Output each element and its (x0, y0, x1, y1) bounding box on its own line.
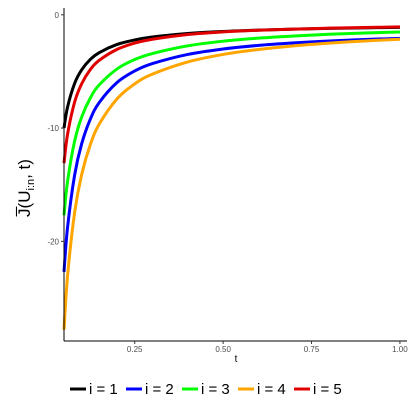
series-line-5 (62, 25, 400, 164)
y-axis-title-main: J̅(U (15, 191, 34, 217)
x-axis-title: t (235, 354, 238, 365)
y-tick-label: 0 (55, 11, 60, 20)
ticks-layer: 0.25 0.50 0.75 1.00 0 -10 -20 (47, 11, 408, 354)
y-axis-title: J̅(Ui:n, t) (15, 159, 37, 217)
x-tick-label: 0.25 (127, 345, 143, 354)
legend-label-5: i = 5 (313, 381, 342, 398)
legend-label-2: i = 2 (145, 381, 174, 398)
legend: i = 1 i = 2 i = 3 i = 4 i = 5 (70, 381, 342, 398)
x-tick-label: 1.00 (392, 345, 408, 354)
series-line-4 (62, 37, 401, 330)
legend-label-3: i = 3 (201, 381, 230, 398)
series-layer (62, 25, 401, 330)
y-axis-title-tail: , t) (15, 159, 34, 179)
x-tick-label: 0.75 (304, 345, 320, 354)
axes-layer (63, 8, 407, 342)
y-tick-label: -10 (47, 124, 59, 133)
series-line-3 (62, 30, 400, 216)
legend-label-1: i = 1 (89, 381, 118, 398)
x-tick-label: 0.50 (215, 345, 231, 354)
y-tick-label: -20 (47, 237, 59, 246)
legend-label-4: i = 4 (257, 381, 286, 398)
series-line-2 (62, 36, 400, 273)
y-axis-title-subscript: i:n (25, 179, 37, 191)
